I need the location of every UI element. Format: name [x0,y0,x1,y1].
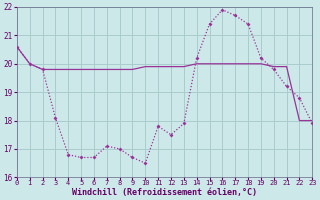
X-axis label: Windchill (Refroidissement éolien,°C): Windchill (Refroidissement éolien,°C) [72,188,257,197]
